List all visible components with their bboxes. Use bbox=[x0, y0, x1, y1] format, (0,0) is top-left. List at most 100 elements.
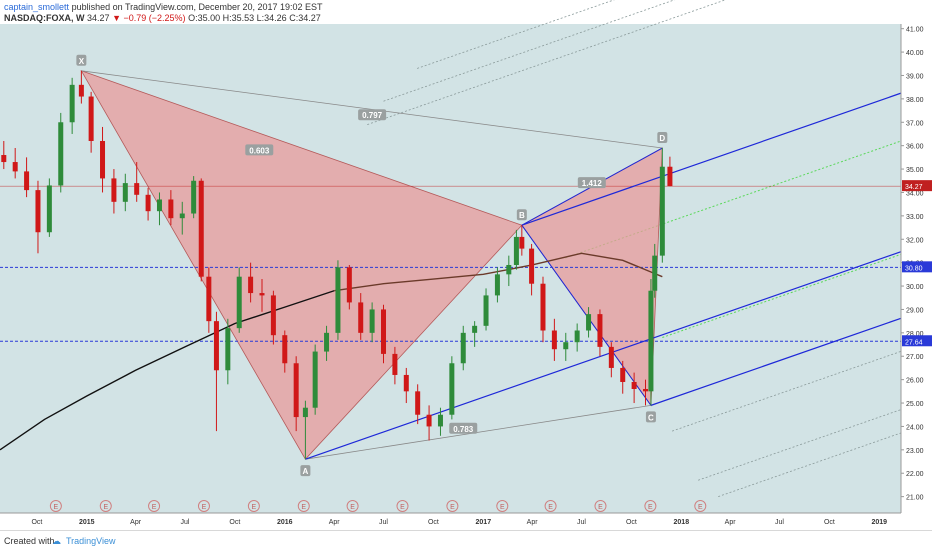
earnings-marker-icon bbox=[644, 500, 657, 512]
price-axis-label: 38.00 bbox=[906, 97, 924, 104]
ratio-label: 1.412 bbox=[582, 179, 603, 188]
candle-body bbox=[631, 381, 637, 389]
price-axis-label: 30.00 bbox=[906, 284, 924, 291]
time-axis-label: Jul bbox=[379, 519, 388, 526]
time-axis-label: Apr bbox=[527, 519, 539, 526]
author-link[interactable]: captain_smollett bbox=[4, 2, 70, 12]
time-axis-label: 2018 bbox=[674, 519, 690, 526]
footer-bar: Created with ☁ TradingView bbox=[0, 530, 932, 551]
earnings-marker-label: E bbox=[698, 504, 703, 511]
candle-body bbox=[460, 332, 466, 364]
earnings-marker-label: E bbox=[400, 504, 405, 511]
pattern-point-label: X bbox=[79, 57, 85, 66]
candle-body bbox=[392, 353, 398, 375]
candle-body bbox=[206, 276, 212, 322]
price-tag-badge bbox=[902, 261, 932, 273]
candle-body bbox=[529, 248, 535, 284]
price-tag-badge bbox=[902, 335, 932, 347]
ratio-badge bbox=[358, 109, 387, 121]
earnings-marker-label: E bbox=[54, 504, 59, 511]
candle-body bbox=[168, 199, 174, 219]
candle-body bbox=[58, 122, 64, 186]
price-tag-label: 30.80 bbox=[905, 265, 923, 272]
price-axis-label: 25.00 bbox=[906, 401, 924, 408]
price-chart[interactable]: X A B C D 0.603 0.797 1.412 0.783 E E E E E E E E E E E E E E 2… bbox=[0, 0, 932, 530]
candle-body bbox=[156, 199, 162, 212]
candle-body bbox=[403, 374, 409, 392]
earnings-marker-label: E bbox=[500, 504, 505, 511]
candle-body bbox=[437, 414, 443, 427]
candle-body bbox=[667, 166, 673, 187]
candle-body bbox=[179, 213, 185, 219]
open-value: O:35.00 bbox=[188, 13, 221, 23]
earnings-marker-icon bbox=[99, 500, 112, 512]
candle-body bbox=[312, 351, 318, 408]
candle-body bbox=[643, 388, 649, 392]
earnings-marker-label: E bbox=[648, 504, 653, 511]
ratio-badge bbox=[577, 177, 606, 189]
pattern-point-label: B bbox=[519, 211, 525, 220]
moving-average-line bbox=[0, 290, 335, 451]
earnings-marker-icon bbox=[446, 500, 459, 512]
candle-body bbox=[449, 363, 455, 415]
pitchfork-median-line bbox=[565, 140, 902, 259]
earnings-marker-icon bbox=[49, 500, 62, 512]
earnings-marker-icon bbox=[346, 500, 359, 512]
price-axis-label: 21.00 bbox=[906, 495, 924, 502]
symbol-label[interactable]: NASDAQ:FOXA, W bbox=[4, 13, 85, 23]
pattern-point-badge bbox=[516, 209, 527, 221]
created-with-text: Created with bbox=[4, 536, 55, 546]
candle-body bbox=[346, 267, 352, 303]
candle-body bbox=[213, 321, 219, 371]
earnings-marker-icon bbox=[594, 500, 607, 512]
ohlc-legend: NASDAQ:FOXA, W 34.27 ▼ −0.79 (−2.25%) O:… bbox=[4, 13, 321, 23]
pattern-point-label: C bbox=[648, 413, 654, 422]
candle-body bbox=[122, 183, 128, 202]
candle-body bbox=[282, 335, 288, 364]
earnings-marker-icon bbox=[396, 500, 409, 512]
ratio-label: 0.797 bbox=[362, 111, 383, 120]
candle-body bbox=[574, 330, 580, 343]
tradingview-brand[interactable]: TradingView bbox=[66, 536, 116, 546]
candle-body bbox=[472, 325, 478, 333]
candle-body bbox=[659, 166, 665, 256]
candle-body bbox=[551, 330, 557, 350]
price-axis-label: 28.00 bbox=[906, 331, 924, 338]
time-axis-label: Jul bbox=[180, 519, 189, 526]
candle-body bbox=[483, 295, 489, 326]
candle-body bbox=[100, 140, 106, 179]
candle-body bbox=[513, 236, 519, 265]
candle-body bbox=[145, 194, 151, 212]
price-axis-label: 23.00 bbox=[906, 448, 924, 455]
earnings-marker-label: E bbox=[548, 504, 553, 511]
earnings-marker-label: E bbox=[152, 504, 157, 511]
candle-body bbox=[652, 255, 658, 291]
price-axis-label: 35.00 bbox=[906, 167, 924, 174]
price-axis-label: 40.00 bbox=[906, 50, 924, 57]
time-axis-label: Apr bbox=[130, 519, 142, 526]
candle-body bbox=[191, 180, 197, 214]
price-axis-label: 37.00 bbox=[906, 120, 924, 127]
pattern-triangle-xab bbox=[80, 70, 523, 460]
pattern-point-badge bbox=[657, 132, 668, 144]
price-change: −0.79 (−2.25%) bbox=[123, 13, 186, 23]
candle-body bbox=[563, 342, 569, 350]
candle-body bbox=[335, 267, 341, 333]
time-axis-label: Apr bbox=[329, 519, 341, 526]
earnings-marker-icon bbox=[247, 500, 260, 512]
earnings-marker-icon bbox=[496, 500, 509, 512]
price-axis-label: 29.00 bbox=[906, 307, 924, 314]
candle-body bbox=[415, 391, 421, 415]
candle-body bbox=[24, 171, 30, 191]
pattern-ac-line bbox=[305, 404, 651, 460]
pattern-point-label: D bbox=[659, 134, 665, 143]
earnings-marker-label: E bbox=[103, 504, 108, 511]
earnings-marker-label: E bbox=[598, 504, 603, 511]
price-tag-label: 27.64 bbox=[905, 339, 923, 346]
pattern-point-badge bbox=[76, 54, 87, 66]
price-axis-label: 24.00 bbox=[906, 424, 924, 431]
price-axis-label: 22.00 bbox=[906, 471, 924, 478]
low-value: L:34.26 bbox=[256, 13, 287, 23]
candle-body bbox=[519, 236, 525, 249]
